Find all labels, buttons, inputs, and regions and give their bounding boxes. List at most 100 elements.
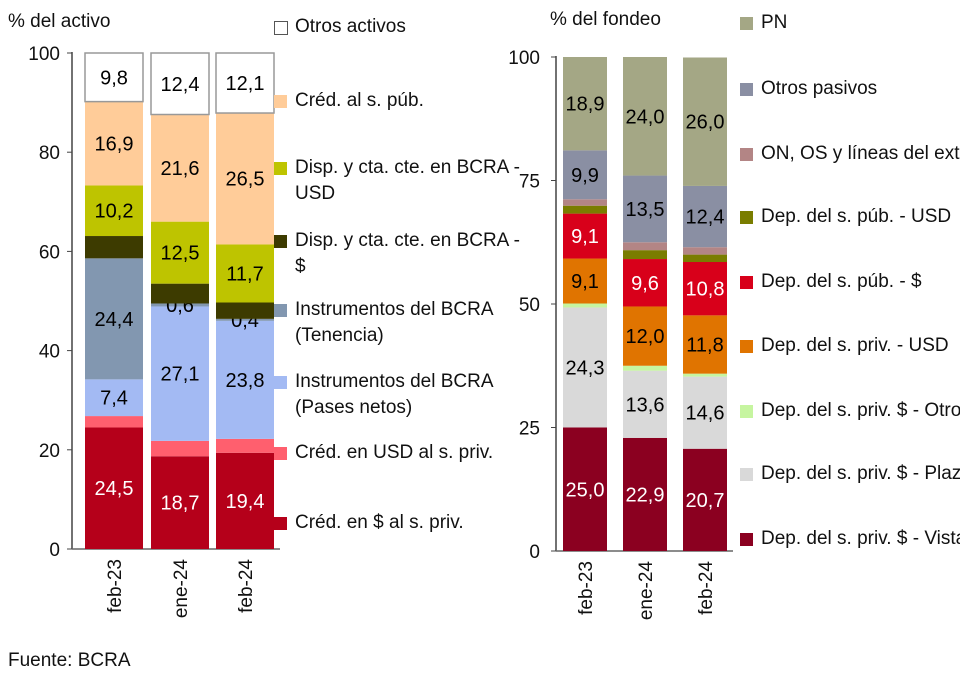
x-tick-label: feb-23 <box>576 561 597 615</box>
legend-label: Créd. en USD al s. priv. <box>295 442 494 463</box>
legend-swatch <box>274 447 287 460</box>
bar-segment <box>216 113 274 245</box>
data-label: 9,6 <box>631 273 659 295</box>
data-label: 16,9 <box>95 134 134 156</box>
legend-label: Instrumentos del BCRA (Pases netos) <box>295 371 493 418</box>
data-label: 10,2 <box>95 201 134 223</box>
bar-segment <box>216 318 274 321</box>
legend-swatch <box>740 468 753 481</box>
y-tick-label: 80 <box>39 143 60 164</box>
x-tick-label: feb-24 <box>236 559 257 613</box>
bar-segment <box>623 250 667 260</box>
data-label: 24,0 <box>626 106 665 128</box>
y-tick-label: 100 <box>508 48 540 69</box>
y-tick-label: 100 <box>28 44 60 65</box>
data-label: 9,8 <box>100 67 128 89</box>
bar-segment <box>623 242 667 251</box>
data-label: 12,1 <box>226 73 265 95</box>
bar-segment <box>85 427 143 549</box>
bar-segment <box>623 306 667 366</box>
data-label: 9,9 <box>571 165 599 187</box>
bar-segment <box>216 320 274 439</box>
bar-segment <box>563 57 607 151</box>
bar-segment <box>683 185 727 248</box>
y-tick-label: 0 <box>529 542 540 563</box>
bar-segment <box>216 452 274 549</box>
data-label: 23,8 <box>226 370 265 392</box>
data-label: 26,0 <box>686 112 725 134</box>
bar-segment <box>563 205 607 214</box>
legend-swatch <box>274 95 287 108</box>
data-label: 12,4 <box>686 207 725 229</box>
bar-segment <box>563 303 607 308</box>
legend-swatch <box>740 405 753 418</box>
legend-label: Créd. en $ al s. priv. <box>295 512 464 533</box>
legend-label: Créd. al s. púb. <box>295 90 424 111</box>
legend-swatch <box>274 517 287 530</box>
data-label: 18,7 <box>161 493 200 515</box>
legend-label: Otros pasivos <box>761 78 878 99</box>
bar-segment <box>215 52 275 114</box>
y-tick-label: 0 <box>49 540 60 561</box>
bar-segment <box>151 114 209 222</box>
data-label: 14,6 <box>686 403 725 425</box>
bar-segment <box>623 437 667 551</box>
right-y-axis-label: % del fondeo <box>550 9 661 30</box>
legend-label: ON, OS y líneas del ext. <box>761 143 960 164</box>
legend-label: Dep. del s. púb. - USD <box>761 206 952 227</box>
x-tick-label: feb-23 <box>105 559 126 613</box>
bar-segment <box>623 365 667 371</box>
legend-swatch <box>274 304 287 317</box>
data-label: 9,1 <box>571 271 599 293</box>
legend-label: Dep. del s. priv. $ - Plazo <box>761 463 960 484</box>
bar-segment <box>623 259 667 307</box>
bar-segment <box>85 101 143 186</box>
bar-segment <box>151 440 209 457</box>
y-tick-label: 20 <box>39 441 60 462</box>
data-label: 13,5 <box>626 199 665 221</box>
data-label: 26,5 <box>226 169 265 191</box>
y-tick-label: 40 <box>39 342 60 363</box>
bar-segment <box>216 302 274 319</box>
bar-segment <box>563 199 607 206</box>
legend-swatch <box>274 162 287 175</box>
data-label: 12,0 <box>626 326 665 348</box>
y-tick-label: 50 <box>519 295 540 316</box>
bar-segment <box>683 247 727 255</box>
legend-label: Dep. del s. púb. - $ <box>761 271 922 292</box>
x-tick-label: ene-24 <box>636 561 657 621</box>
data-label: 21,6 <box>161 158 200 180</box>
bar-segment <box>683 57 727 186</box>
bar-segment <box>151 283 209 304</box>
bar-segment <box>85 416 143 428</box>
data-label: 7,4 <box>100 388 128 410</box>
left-y-axis-label: % del activo <box>8 11 111 32</box>
bar-segment <box>85 185 143 237</box>
bar-segment <box>151 221 209 284</box>
data-label: 19,4 <box>226 491 265 513</box>
bar-segment <box>623 175 667 243</box>
legend-label: PN <box>761 12 788 33</box>
y-tick-label: 60 <box>39 242 60 263</box>
legend-label: Dep. del s. priv. $ - Vista <box>761 528 960 549</box>
bar-segment <box>683 376 727 449</box>
data-label: 18,9 <box>566 94 605 116</box>
bar-segment <box>683 262 727 316</box>
legend-label: Dep. del s. priv. - USD <box>761 335 949 356</box>
data-label: 27,1 <box>161 364 200 386</box>
x-tick-label: feb-24 <box>696 561 717 615</box>
bar-segment <box>623 370 667 438</box>
bar-segment <box>216 244 274 303</box>
data-label: 20,7 <box>686 490 725 512</box>
data-label: 9,1 <box>571 226 599 248</box>
legend-swatch <box>740 276 753 289</box>
bar-segment <box>683 254 727 263</box>
bar-segment <box>563 427 607 551</box>
data-label: 24,3 <box>566 357 605 379</box>
legend-label: Dep. del s. priv. $ - Otros <box>761 400 960 421</box>
legend-label: Disp. y cta. cte. en BCRA - USD <box>295 157 520 204</box>
bar-segment <box>563 307 607 428</box>
bar-segment <box>85 258 143 380</box>
bar-segment <box>85 236 143 259</box>
